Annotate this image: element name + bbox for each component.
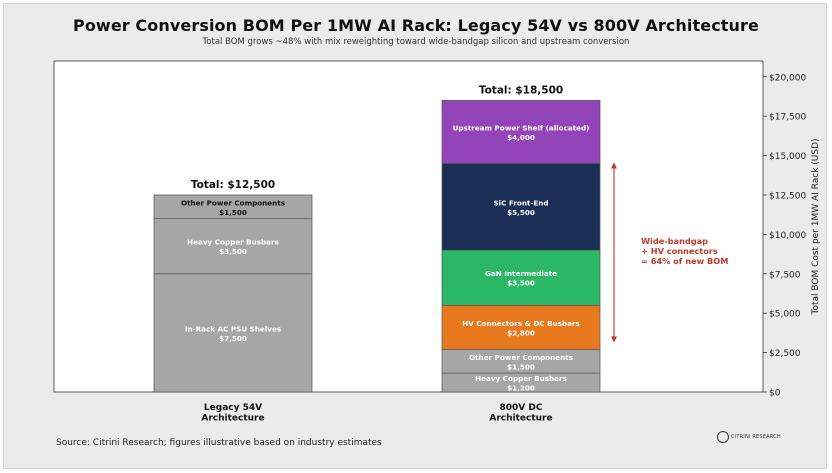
x-category-label: Legacy 54V <box>204 403 262 413</box>
y-tick-label: $12,500 <box>769 191 806 201</box>
annotation-text: = 64% of new BOM <box>641 256 728 266</box>
segment-value-label: $1,500 <box>507 362 535 371</box>
bar-segment <box>153 273 313 393</box>
y-tick-label: $7,500 <box>769 270 801 280</box>
segment-value-label: $1,200 <box>507 384 535 393</box>
y-tick-label: $2,500 <box>769 349 801 359</box>
bar-segment <box>441 100 601 164</box>
segment-name-label: GaN Intermediate <box>485 269 557 278</box>
chart-subtitle: Total BOM grows ~48% with mix reweightin… <box>202 37 630 47</box>
segment-name-label: Heavy Copper Busbars <box>475 374 567 383</box>
logo-text: CITRINI RESEARCH <box>731 434 781 440</box>
annotation-arrowhead-down <box>611 336 617 343</box>
annotation-text: + HV connectors <box>641 246 718 256</box>
y-tick-label: $17,500 <box>769 113 806 123</box>
segment-name-label: Other Power Components <box>181 198 285 207</box>
segment-value-label: $3,500 <box>219 247 247 256</box>
x-category-label: Architecture <box>489 414 552 424</box>
y-tick-label: $15,000 <box>769 152 806 162</box>
segment-value-label: $5,500 <box>507 208 535 217</box>
bar-segment <box>441 304 601 350</box>
citrini-logo: CITRINI RESEARCH <box>717 431 781 443</box>
segment-value-label: $2,800 <box>507 328 535 337</box>
bar-segment <box>153 194 313 219</box>
y-tick-label: $10,000 <box>769 231 806 241</box>
logo-icon <box>717 431 729 443</box>
segment-name-label: Upstream Power Shelf (allocated) <box>453 123 590 132</box>
bar-segment <box>441 163 601 251</box>
segment-name-label: Heavy Copper Busbars <box>187 238 279 247</box>
bar-segment <box>153 218 313 275</box>
bar-total-label: Total: $18,500 <box>479 84 563 96</box>
annotation-arrowhead-up <box>611 162 617 169</box>
segment-value-label: $7,500 <box>219 334 247 343</box>
segment-name-label: In-Rack AC PSU Shelves <box>185 324 281 333</box>
x-category-label: Architecture <box>201 414 264 424</box>
bar-total-label: Total: $12,500 <box>191 179 275 191</box>
segment-name-label: Other Power Components <box>469 353 573 362</box>
segment-name-label: SiC Front-End <box>493 198 548 207</box>
y-tick-label: $20,000 <box>769 73 806 83</box>
annotation-text: Wide-bandgap <box>641 236 708 246</box>
y-tick-label: $5,000 <box>769 310 801 320</box>
segment-value-label: $3,500 <box>507 279 535 288</box>
chart-title: Power Conversion BOM Per 1MW AI Rack: Le… <box>73 16 759 35</box>
segment-name-label: HV Connectors & DC Busbars <box>462 319 580 328</box>
source-note: Source: Citrini Research; figures illust… <box>56 438 382 448</box>
segment-value-label: $1,500 <box>219 208 247 217</box>
y-axis-label: Total BOM Cost per 1MW AI Rack (USD) <box>811 138 821 315</box>
x-category-label: 800V DC <box>500 403 543 413</box>
y-tick-label: $0 <box>769 389 781 399</box>
segment-value-label: $4,000 <box>507 133 535 142</box>
bar-segment <box>441 249 601 306</box>
